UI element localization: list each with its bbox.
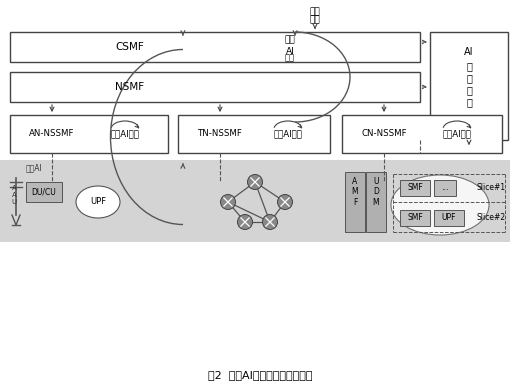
Text: 能: 能 [466,73,472,83]
Circle shape [238,215,253,229]
Text: 意图: 意图 [309,16,320,25]
Text: A
M
F: A M F [352,177,358,207]
Bar [26,182,62,202]
Circle shape [220,195,236,209]
Bar [430,32,508,140]
Bar [178,115,330,153]
Text: 图2  基于AI的智能切片管理架构: 图2 基于AI的智能切片管理架构 [208,370,312,380]
Text: 设备AI: 设备AI [25,163,42,172]
Text: 跨域: 跨域 [284,35,295,44]
Text: 赋: 赋 [466,61,472,71]
Text: CN-NSSMF: CN-NSSMF [361,129,407,138]
Circle shape [278,195,292,209]
Text: NSMF: NSMF [115,82,145,92]
Bar [0,160,510,242]
Text: U
D
M: U D M [373,177,379,207]
Bar [10,115,168,153]
Bar [400,180,430,196]
Bar [342,115,502,153]
Text: TN-NSSMF: TN-NSSMF [198,129,242,138]
Text: 单域AI分析: 单域AI分析 [274,129,303,138]
Circle shape [248,174,263,190]
Text: 单域AI分析: 单域AI分析 [443,129,472,138]
Text: UPF: UPF [442,213,456,223]
Text: UPF: UPF [90,197,106,206]
Bar [400,210,430,226]
Ellipse shape [391,175,489,235]
Text: SMF: SMF [407,184,423,193]
Text: 平: 平 [466,85,472,95]
Text: AN-NSSMF: AN-NSSMF [29,129,75,138]
Bar [434,210,464,226]
Text: SMF: SMF [407,213,423,223]
Text: 分析: 分析 [285,53,295,62]
Bar [10,72,420,102]
Circle shape [263,215,278,229]
Text: A
A
U: A A U [11,185,17,205]
Ellipse shape [76,186,120,218]
Text: Slice#1: Slice#1 [476,184,505,193]
Bar [434,180,456,196]
Text: 单域AI分析: 单域AI分析 [111,129,139,138]
Bar [10,32,420,62]
Text: DU/CU: DU/CU [32,188,56,197]
Text: 用户: 用户 [309,7,320,16]
Text: 台: 台 [466,97,472,107]
Bar [366,172,386,232]
Text: ...: ... [441,184,449,193]
Text: Slice#2: Slice#2 [476,213,505,222]
Text: AI: AI [464,47,474,57]
Text: CSMF: CSMF [115,42,145,52]
Text: AI: AI [285,48,294,57]
Bar [345,172,365,232]
